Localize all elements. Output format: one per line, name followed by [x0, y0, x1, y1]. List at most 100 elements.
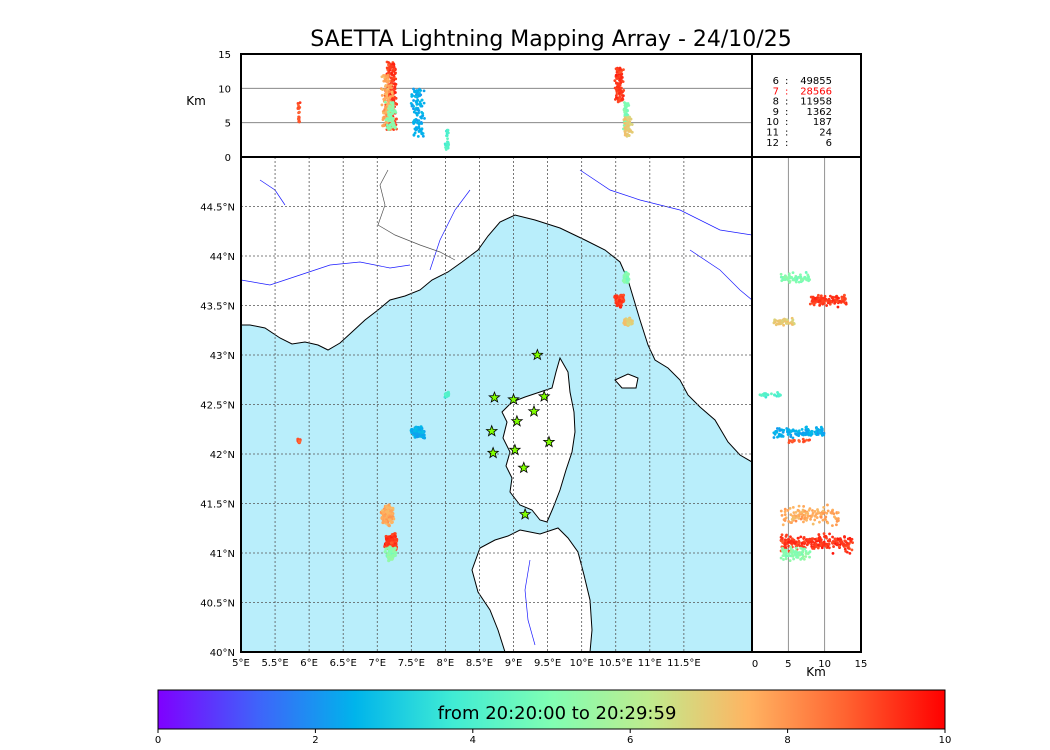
flash-point-altitude: [418, 100, 422, 104]
flash-point-altitude: [388, 85, 392, 89]
flash-point-altitude: [794, 432, 797, 436]
station-star: [488, 390, 501, 403]
flash-point-altitude: [418, 91, 421, 95]
flash-point-altitude: [819, 513, 823, 516]
flash-point-altitude: [390, 102, 394, 106]
flash-point-altitude: [798, 440, 801, 443]
flash-point: [419, 425, 423, 429]
flash-point-altitude: [391, 125, 395, 129]
flash-point-altitude: [842, 544, 845, 547]
flash-point-altitude: [392, 67, 396, 71]
flash-point-altitude: [805, 518, 808, 522]
flash-point-altitude: [775, 430, 778, 433]
flash-point-altitude: [391, 120, 394, 124]
flash-point-altitude: [380, 103, 384, 107]
station-star: [518, 507, 532, 520]
flash-point-altitude: [775, 427, 779, 430]
flash-point: [390, 557, 394, 561]
side-panel-frame: [751, 156, 862, 653]
flash-point-altitude: [828, 294, 832, 298]
flash-point-altitude: [818, 303, 822, 307]
flash-point-altitude: [387, 61, 390, 64]
flash-point: [625, 280, 629, 284]
flash-point-altitude: [384, 118, 388, 122]
flash-point-altitude: [412, 121, 415, 125]
flash-point: [381, 520, 385, 525]
flash-point: [625, 275, 630, 279]
flash-point-altitude: [381, 118, 385, 122]
flash-point-altitude: [760, 393, 764, 397]
stat-sep: :: [785, 107, 788, 118]
flash-point-altitude: [779, 272, 783, 276]
flash-point-altitude: [791, 505, 795, 509]
map-grid: [241, 157, 752, 652]
river: [429, 189, 471, 271]
flash-point-altitude: [820, 546, 824, 550]
colorbar-tick-label: 2: [312, 735, 318, 746]
flash-point-altitude: [835, 523, 838, 527]
flash-point-altitude: [415, 99, 419, 103]
flash-point-altitude: [827, 546, 831, 550]
lon-tick-label: 7.5°E: [398, 658, 425, 669]
flash-point-altitude: [811, 537, 815, 541]
flash-point-altitude: [388, 104, 392, 108]
top-panel-grid: [241, 87, 752, 124]
flash-point-altitude: [827, 542, 831, 546]
flash-point-altitude: [817, 533, 821, 536]
flash-point-altitude: [420, 132, 424, 136]
flash-point-altitude: [779, 275, 783, 279]
flash-point-altitude: [394, 91, 397, 94]
flash-point-altitude: [385, 114, 388, 117]
flash-point-altitude: [388, 123, 392, 127]
lon-tick-label: 5°E: [232, 658, 250, 669]
lon-tick-label: 8°E: [437, 658, 455, 669]
river: [241, 261, 411, 286]
river: [689, 249, 752, 301]
flash-point-altitude: [779, 509, 783, 513]
flash-point: [380, 516, 384, 520]
flash-point-altitude: [788, 559, 792, 562]
flash-point-altitude: [629, 129, 632, 132]
flash-point-altitude: [816, 433, 820, 436]
flash-point-altitude: [416, 89, 420, 92]
flash-point-altitude: [789, 545, 793, 549]
flash-point-altitude: [779, 556, 783, 560]
flash-point-altitude: [618, 78, 622, 82]
flash-point-altitude: [385, 92, 389, 96]
flash-point-altitude: [789, 429, 793, 433]
flash-point-altitude: [817, 299, 821, 303]
flash-point-altitude: [830, 296, 834, 300]
flash-point-altitude: [614, 73, 618, 77]
flash-point-altitude: [627, 134, 631, 137]
flash-point-altitude: [821, 509, 825, 513]
flash-point-altitude: [814, 545, 818, 549]
lat-tick-label: 42°N: [210, 450, 235, 461]
flash-point-altitude: [843, 535, 846, 538]
side-tick-label: 15: [855, 659, 868, 670]
stat-value: 24: [819, 128, 832, 139]
flash-point-altitude: [795, 543, 799, 547]
flash-point-altitude: [395, 102, 399, 106]
top-panel-frame: [240, 53, 753, 158]
flash-point-altitude: [803, 547, 807, 551]
flash-point-altitude: [626, 126, 630, 130]
flash-point-altitude: [835, 543, 839, 547]
flash-point-altitude: [831, 299, 835, 302]
flash-point: [622, 278, 626, 282]
flash-point-altitude: [805, 516, 809, 520]
flash-point-altitude: [802, 520, 805, 524]
flash-point-altitude: [422, 101, 426, 105]
flash-point-altitude: [394, 96, 398, 100]
flash-point-altitude: [417, 109, 421, 112]
flash-point-altitude: [395, 117, 398, 121]
flash-point-altitude: [422, 89, 426, 93]
flash-point-altitude: [811, 540, 814, 544]
flash-point-altitude: [795, 553, 799, 556]
flash-point-altitude: [789, 549, 793, 553]
flash-point-altitude: [410, 103, 414, 107]
flash-point-altitude: [804, 433, 808, 436]
flash-point-altitude: [815, 516, 819, 519]
flash-point-altitude: [782, 323, 785, 327]
flash-point-altitude: [412, 133, 416, 137]
flash-point-altitude: [446, 128, 450, 132]
